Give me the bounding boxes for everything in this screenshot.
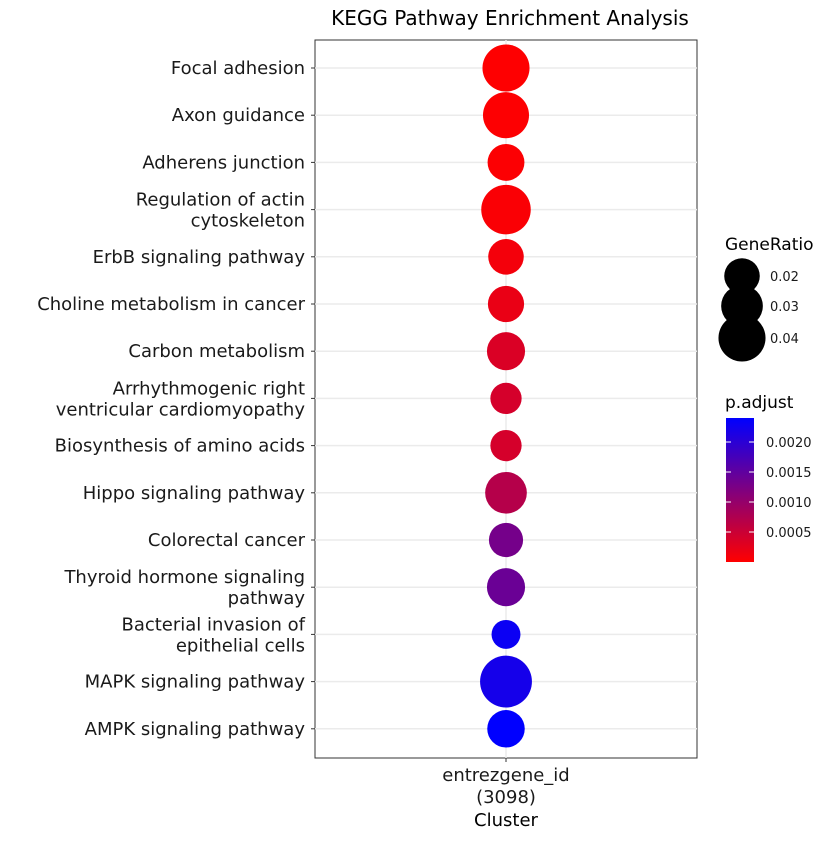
data-point: [490, 382, 522, 415]
data-point: [480, 655, 532, 708]
data-point: [490, 429, 522, 462]
y-tick-label: Colorectal cancer: [148, 530, 306, 551]
data-point: [486, 332, 526, 371]
legends: GeneRatio 0.02 0.03 0.04 p.adjust 0.0020 0.001…: [718, 235, 814, 562]
size-legend-label: 0.04: [770, 332, 799, 347]
color-bar-label: 0.0010: [766, 496, 812, 511]
y-tick-label: Thyroid hormone signaling pathway: [63, 567, 305, 609]
y-tick-label: Regulation of actin cytoskeleton: [136, 190, 305, 232]
y-tick-label: Carbon metabolism: [128, 341, 305, 362]
size-legend-key: [718, 314, 766, 362]
y-tick-label: Focal adhesion: [171, 58, 305, 79]
color-bar-label: 0.0020: [766, 436, 812, 451]
color-bar: [726, 418, 754, 562]
size-legend-label: 0.02: [770, 270, 799, 285]
color-bar-label: 0.0005: [766, 526, 812, 541]
data-point: [487, 143, 525, 181]
data-point: [485, 471, 527, 514]
y-tick-label: Arrhythmogenic right ventricular cardiomy…: [56, 378, 306, 420]
data-point: [488, 522, 524, 558]
x-tick-label: entrezgene_id: [442, 765, 569, 786]
y-tick-label: Biosynthesis of amino acids: [55, 436, 305, 457]
x-tick-label-count: (3098): [476, 787, 536, 808]
x-axis: entrezgene_id(3098)Cluster: [442, 758, 570, 831]
y-axis-labels: Focal adhesion Axon guidance Adherens junc…: [37, 58, 315, 740]
y-tick-label: Adherens junction: [142, 152, 305, 173]
y-tick-label: Hippo signaling pathway: [83, 483, 306, 504]
data-points: [480, 44, 532, 748]
y-tick-label: Axon guidance: [172, 105, 305, 126]
data-point: [487, 710, 525, 748]
size-legend-key: [724, 258, 760, 294]
chart-title: KEGG Pathway Enrichment Analysis: [331, 6, 689, 30]
data-point: [482, 44, 530, 92]
y-tick-label: ErbB signaling pathway: [93, 247, 306, 268]
x-axis-title: Cluster: [474, 810, 538, 831]
data-point: [486, 568, 526, 607]
color-bar-label: 0.0015: [766, 466, 812, 481]
data-point: [482, 92, 530, 139]
data-point: [491, 619, 521, 649]
data-point: [488, 239, 524, 275]
data-point: [481, 184, 531, 235]
size-legend-key: [721, 285, 763, 327]
size-legend-label: 0.03: [770, 300, 799, 315]
y-tick-label: AMPK signaling pathway: [85, 719, 306, 740]
y-tick-label: Choline metabolism in cancer: [37, 294, 305, 315]
data-point: [487, 285, 525, 323]
color-legend-title: p.adjust: [725, 393, 794, 413]
y-tick-label: Bacterial invasion of epithelial cells: [121, 614, 305, 656]
y-tick-label: MAPK signaling pathway: [85, 672, 306, 693]
size-legend-title: GeneRatio: [725, 235, 814, 255]
